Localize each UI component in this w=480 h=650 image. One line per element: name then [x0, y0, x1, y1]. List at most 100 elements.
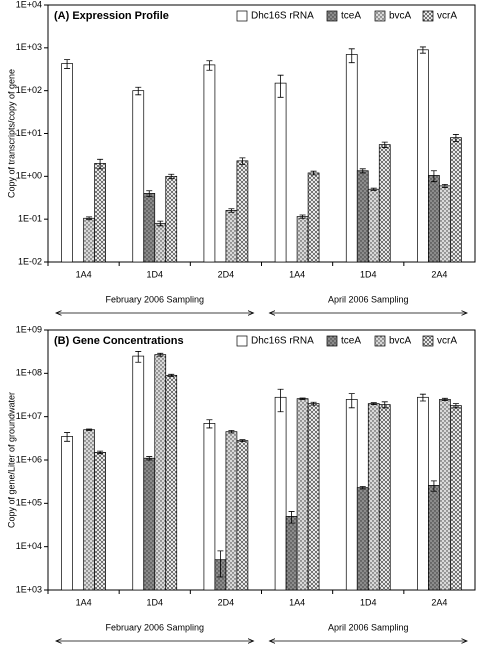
error-bar — [381, 401, 388, 409]
error-bar — [228, 208, 235, 213]
error-bar — [452, 403, 459, 409]
x-tick-label: 1D4 — [146, 597, 163, 607]
error-bar — [452, 134, 459, 142]
legend-label: vcrA — [437, 11, 457, 22]
bar — [285, 516, 298, 591]
bar — [296, 398, 309, 591]
bar — [428, 175, 440, 263]
bar — [450, 405, 462, 591]
error-bar — [419, 46, 426, 54]
error-bar — [370, 187, 377, 191]
y-axis-label: Copy of transcripts/copy of gene — [6, 69, 16, 198]
bar — [296, 216, 309, 263]
bar — [450, 137, 462, 263]
error-bar — [146, 190, 153, 197]
error-bar — [64, 59, 71, 69]
legend-label: vcrA — [437, 336, 457, 347]
bar — [236, 160, 249, 263]
error-bar — [299, 214, 306, 219]
legend-label: Dhc16S rRNA — [251, 11, 314, 22]
y-tick-label: 1E+00 — [16, 171, 42, 181]
error-bar — [430, 170, 437, 183]
error-bar — [146, 456, 153, 461]
y-tick-label: 1E+03 — [16, 42, 42, 52]
bar — [236, 440, 249, 591]
error-bar — [86, 216, 93, 221]
error-bar — [348, 393, 355, 409]
error-bar — [168, 373, 175, 377]
error-bar — [381, 141, 388, 148]
y-tick-label: 1E+08 — [16, 368, 42, 378]
error-bar — [288, 511, 295, 524]
error-bar — [86, 428, 93, 431]
legend-label: tceA — [341, 336, 361, 347]
bar — [154, 222, 167, 263]
group-label: February 2006 Sampling — [105, 622, 204, 632]
error-bar — [430, 480, 437, 492]
bar — [274, 82, 287, 263]
error-bar — [239, 439, 246, 443]
bar — [143, 457, 156, 591]
bar — [367, 188, 380, 263]
bar — [417, 396, 429, 591]
error-bar — [359, 486, 366, 490]
x-tick-label: 1D4 — [360, 269, 377, 279]
error-bar — [135, 86, 142, 96]
legend-swatch — [236, 10, 248, 22]
bar — [345, 54, 358, 263]
group-label: April 2006 Sampling — [328, 294, 409, 304]
bar — [83, 217, 95, 263]
legend-label: tceA — [341, 11, 361, 22]
bar — [143, 193, 156, 263]
x-tick-label: 1A4 — [76, 597, 92, 607]
error-bar — [157, 352, 164, 357]
bar — [225, 210, 238, 263]
error-bar — [228, 430, 235, 434]
bar — [203, 423, 216, 591]
chart-title: (B) Gene Concentrations — [54, 335, 184, 347]
group-label: April 2006 Sampling — [328, 622, 409, 632]
y-tick-label: 1E+07 — [16, 411, 42, 421]
legend-swatch — [326, 335, 338, 347]
plot-frame — [47, 329, 476, 591]
y-tick-label: 1E-02 — [18, 256, 42, 266]
error-bar — [157, 220, 164, 227]
y-tick-label: 1E+04 — [16, 541, 42, 551]
bar — [356, 487, 369, 591]
bar — [356, 170, 369, 263]
x-tick-label: 1A4 — [289, 269, 305, 279]
legend-swatch — [422, 10, 434, 22]
group-label: February 2006 Sampling — [105, 294, 204, 304]
bar — [439, 185, 451, 263]
bar — [307, 403, 320, 591]
bar — [165, 175, 178, 263]
plot-frame — [47, 4, 476, 263]
error-bar — [299, 397, 306, 400]
bar — [225, 431, 238, 591]
bar — [94, 452, 106, 591]
error-bar — [441, 397, 448, 401]
x-tick-label: 2A4 — [431, 269, 447, 279]
x-tick-label: 2D4 — [218, 269, 235, 279]
bar — [83, 429, 95, 591]
error-bar — [277, 388, 284, 413]
error-bar — [277, 74, 284, 98]
x-tick-label: 2D4 — [218, 597, 235, 607]
error-bar — [97, 450, 104, 455]
error-bar — [370, 402, 377, 405]
bar — [203, 64, 216, 263]
bar — [428, 485, 440, 591]
error-bar — [135, 351, 142, 363]
error-bar — [64, 432, 71, 442]
legend-swatch — [326, 10, 338, 22]
bar — [307, 172, 320, 263]
error-bar — [441, 183, 448, 188]
legend-swatch — [374, 10, 386, 22]
y-tick-label: 1E+05 — [16, 498, 42, 508]
bar — [154, 354, 167, 591]
bar — [132, 355, 145, 591]
error-bar — [206, 419, 213, 429]
legend-swatch — [374, 335, 386, 347]
x-tick-label: 1A4 — [76, 269, 92, 279]
